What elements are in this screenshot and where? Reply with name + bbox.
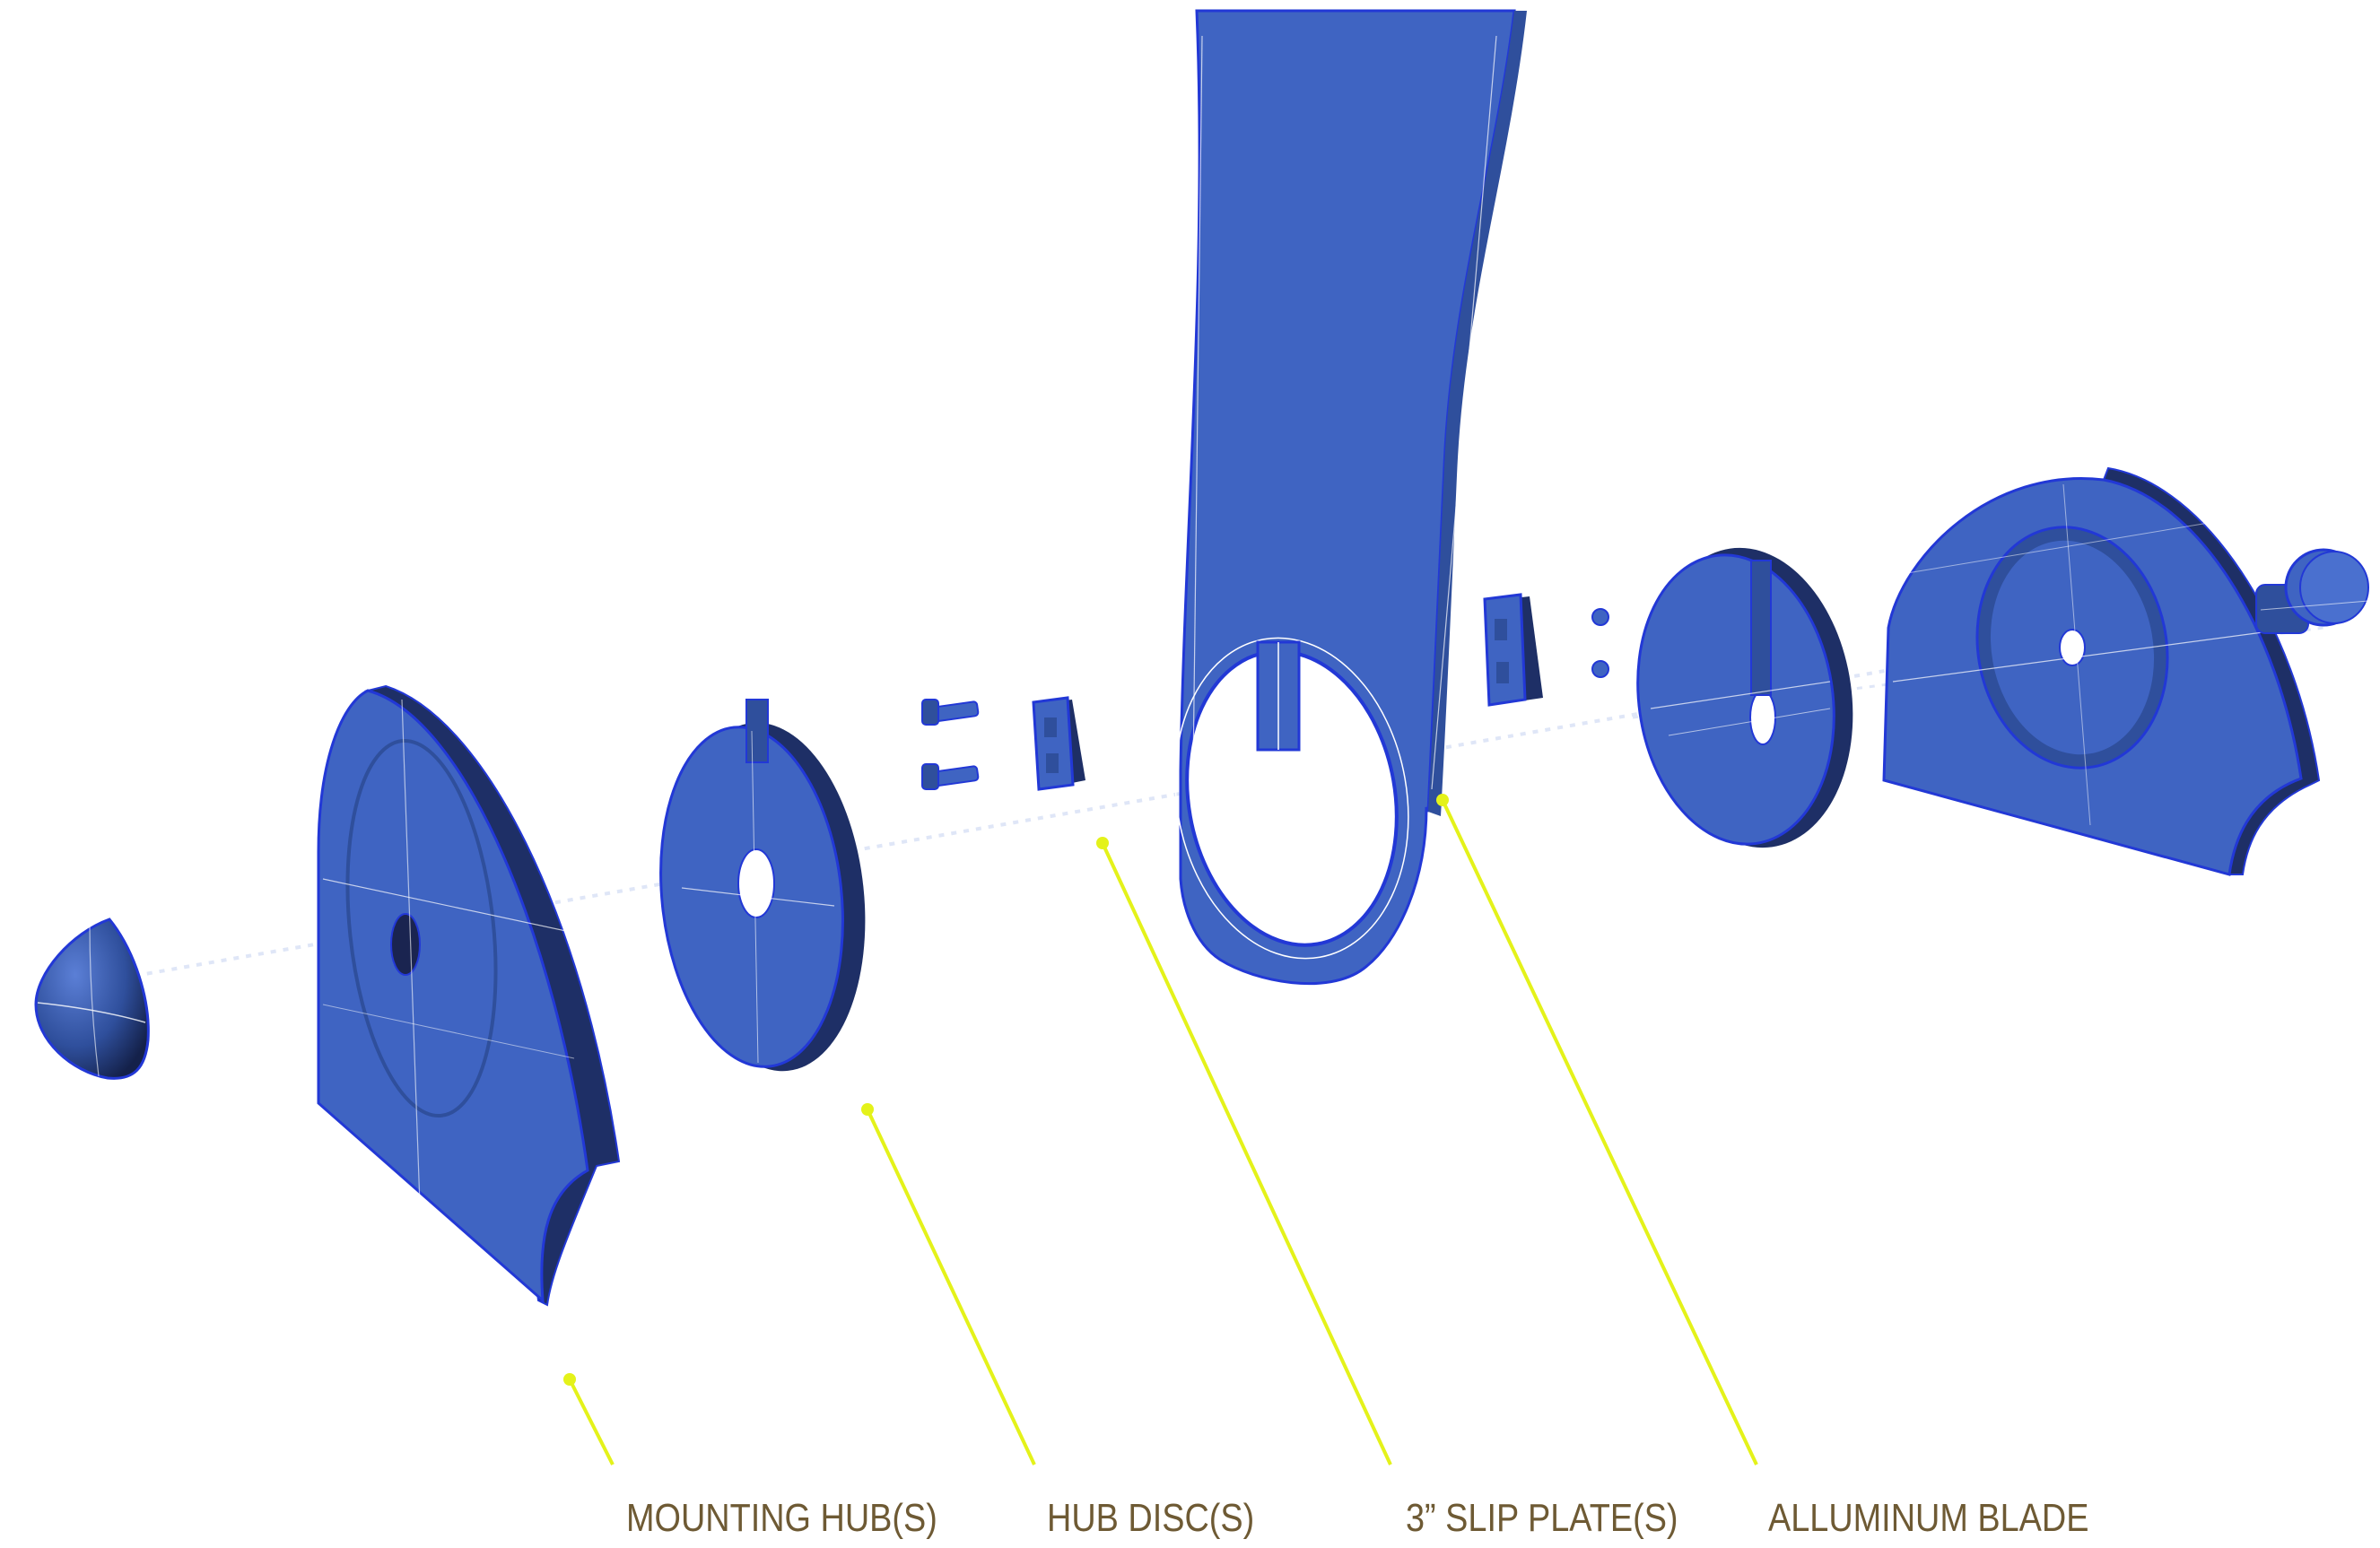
slip-plate-left-part [1032, 696, 1085, 791]
leader-blade [1436, 794, 1758, 1465]
mounting-hub-right-part [1882, 466, 2321, 876]
slip-plate-right-part [1483, 593, 1543, 707]
label-slip-plate: 3” SLIP PLATE(S) [1406, 1496, 1678, 1540]
leader-slip-plate [1096, 837, 1392, 1465]
leader-mounting-hub [563, 1373, 615, 1465]
end-cap-part [34, 917, 150, 1080]
alluminum-blade-part [1174, 9, 1527, 986]
callout-leaders [563, 794, 1758, 1465]
bolts-left-part [921, 699, 980, 790]
mounting-hub-left-part [317, 684, 621, 1307]
label-blade: ALLUMINUM BLADE [1768, 1496, 2089, 1540]
leader-hub-disc [861, 1103, 1036, 1465]
nuts-right-part [1591, 608, 1609, 678]
hub-disc-left-part [659, 699, 866, 1072]
label-hub-disc: HUB DISC(S) [1047, 1496, 1255, 1540]
label-mounting-hub: MOUNTING HUB(S) [626, 1496, 937, 1540]
hub-disc-right-part [1636, 547, 1853, 848]
shaft-bolt-part [2255, 548, 2369, 634]
